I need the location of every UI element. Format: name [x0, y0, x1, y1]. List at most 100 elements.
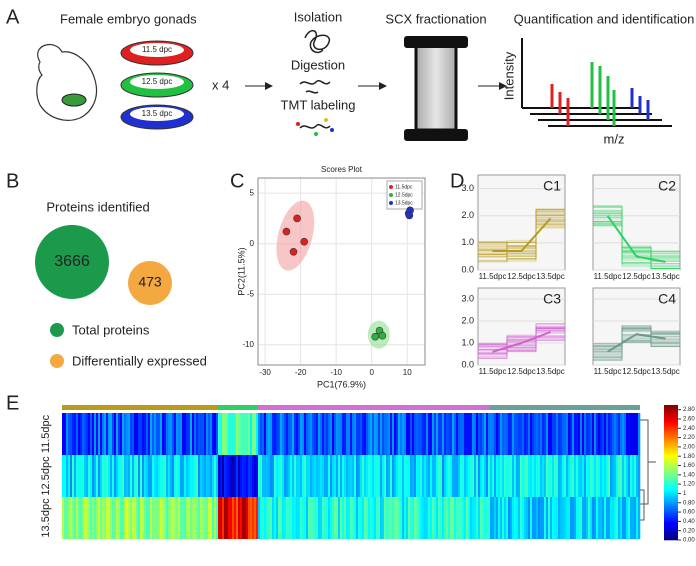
plot-title: Scores Plot [321, 165, 363, 174]
heat-cell [184, 413, 187, 455]
heat-cell [236, 497, 239, 539]
heat-cell [332, 455, 335, 497]
heat-cell [464, 455, 467, 497]
heat-cell [584, 497, 587, 539]
heat-cell [202, 455, 205, 497]
x-tick-label: 12.5dpc [622, 272, 650, 281]
heat-cell [548, 455, 551, 497]
colorbar-step [664, 486, 678, 489]
heat-cell [238, 413, 241, 455]
spectra [521, 38, 672, 127]
heat-cell [468, 413, 471, 455]
heat-cell [434, 497, 437, 539]
heat-cell [272, 413, 275, 455]
heat-cell [616, 455, 619, 497]
heat-cell [476, 455, 479, 497]
profile-line [478, 338, 565, 353]
colorbar-step [664, 409, 678, 413]
heat-cell [516, 413, 519, 455]
profile-line [478, 222, 565, 246]
heat-cell [510, 497, 513, 539]
heat-cell [228, 455, 231, 497]
heat-cell [320, 413, 323, 455]
heat-cell [274, 413, 277, 455]
heat-cell [168, 497, 171, 539]
heat-cell [598, 413, 601, 455]
heat-cell [350, 497, 353, 539]
heat-cell [324, 497, 327, 539]
heat-cell [186, 413, 189, 455]
heat-cell [390, 497, 393, 539]
y-label: Intensity [501, 51, 516, 100]
heat-cell [76, 455, 79, 497]
heat-cell [88, 497, 91, 539]
heat-cell [80, 413, 83, 455]
heat-cell [186, 497, 189, 539]
heat-cell [132, 497, 135, 539]
heat-cell [626, 455, 629, 497]
heat-cell [152, 497, 155, 539]
heat-cell [192, 455, 195, 497]
heat-cell [422, 497, 425, 539]
heat-cell [82, 455, 85, 497]
colorbar-step [664, 429, 678, 433]
heat-cell [306, 413, 309, 455]
profile-line [593, 327, 680, 361]
heat-cell [346, 455, 349, 497]
heat-cell [122, 455, 125, 497]
heat-cell [296, 497, 299, 539]
profile-line [478, 208, 565, 255]
heat-cell [412, 413, 415, 455]
profile-line [593, 330, 680, 344]
heat-cell [164, 455, 167, 497]
heat-cell [372, 497, 375, 539]
heat-cell [246, 497, 249, 539]
heat-cell [518, 413, 521, 455]
heat-cell [404, 455, 407, 497]
heat-cell [384, 413, 387, 455]
heat-cell [94, 455, 97, 497]
heat-cell [604, 455, 607, 497]
heat-cell [514, 455, 517, 497]
squiggle [299, 123, 331, 129]
heat-cell [144, 455, 147, 497]
heat-cell [368, 497, 371, 539]
heat-cell [176, 497, 179, 539]
heat-cell [436, 497, 439, 539]
heat-cell [218, 455, 221, 497]
heat-cell [280, 497, 283, 539]
x-tick-label: 10 [403, 368, 412, 377]
heat-cell [414, 455, 417, 497]
heat-cell [174, 413, 177, 455]
heat-cell [630, 497, 633, 539]
heat-cell [410, 413, 413, 455]
heat-cell [230, 497, 233, 539]
heat-cell [416, 455, 419, 497]
heat-cell [166, 413, 169, 455]
heat-cell [208, 497, 211, 539]
heat-cell [514, 413, 517, 455]
heat-cell [304, 497, 307, 539]
heat-cell [140, 497, 143, 539]
profile-line [593, 328, 680, 353]
profile-line [478, 219, 565, 257]
heat-cell [634, 413, 637, 455]
heat-cell [486, 497, 489, 539]
y-tick-label: 1.0 [461, 237, 474, 247]
colorbar-step [664, 492, 678, 496]
heat-cell [90, 497, 93, 539]
heat-cell [228, 413, 231, 455]
heat-cell [154, 455, 157, 497]
heat-cell [444, 497, 447, 539]
heat-cell [348, 455, 351, 497]
profile-line [478, 333, 565, 351]
heat-cell [524, 413, 527, 455]
heat-cell [548, 413, 551, 455]
heat-cell [66, 497, 69, 539]
dish-label: 13.5 dpc [142, 109, 173, 118]
heat-cell [108, 455, 111, 497]
profile-line [593, 223, 680, 264]
profile-line [478, 336, 565, 350]
venn-title: Proteins identified [46, 199, 149, 214]
heat-cell [128, 455, 131, 497]
